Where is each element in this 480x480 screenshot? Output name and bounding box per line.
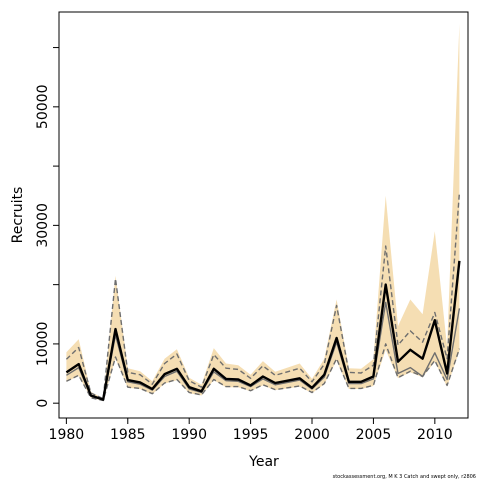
- y-axis-title: Recruits: [10, 187, 26, 244]
- footnote: stockassessment.org, M K 3 Catch and swe…: [333, 474, 476, 480]
- y-axis: 0 10000 30000 50000: [35, 47, 59, 408]
- lower-dashed-line: [66, 343, 461, 402]
- estimate-line: [65, 260, 461, 401]
- plot-area: [65, 23, 461, 402]
- x-tick-label: 2005: [356, 427, 392, 443]
- plot-frame: [58, 11, 469, 419]
- upper-dashed-line: [65, 192, 461, 400]
- x-tick-label: 1985: [110, 427, 146, 443]
- median-line: [66, 301, 461, 401]
- x-tick-label: 1995: [233, 427, 269, 443]
- confidence-band: [66, 23, 460, 401]
- x-tick-label: 2000: [294, 427, 330, 443]
- x-axis-title: Year: [248, 454, 279, 470]
- x-axis: 1980 1985 1990 1995 2000 2005 2010: [49, 418, 453, 443]
- x-tick-label: 1990: [171, 427, 207, 443]
- y-tick-label: 10000: [35, 322, 51, 367]
- x-tick-label: 2010: [417, 427, 453, 443]
- y-tick-label: 0: [35, 399, 51, 408]
- y-tick-label: 50000: [35, 85, 51, 130]
- x-tick-label: 1980: [49, 427, 85, 443]
- y-tick-label: 30000: [35, 203, 51, 248]
